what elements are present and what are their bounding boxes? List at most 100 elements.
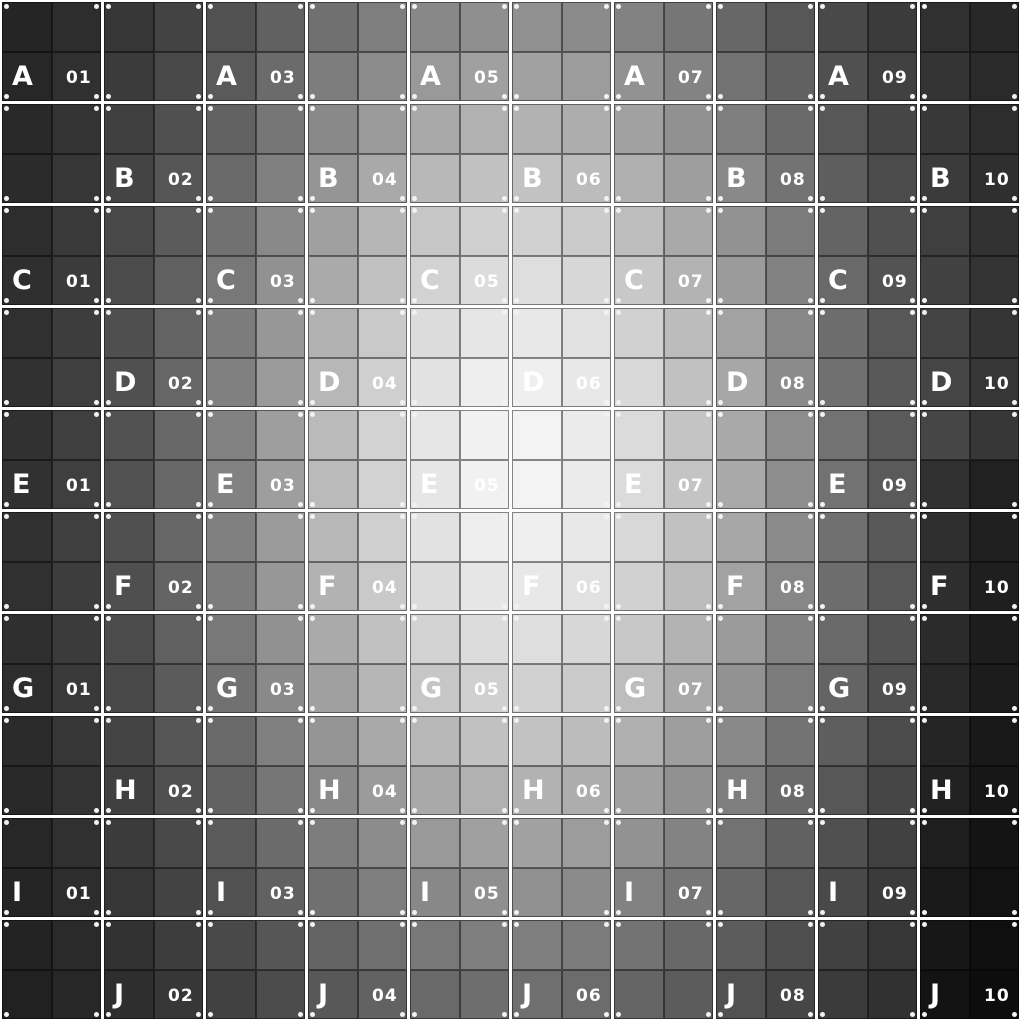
column-number-label: 10 xyxy=(984,170,1010,190)
sub-tile xyxy=(153,2,203,52)
sub-tile xyxy=(2,410,52,460)
corner-dot xyxy=(820,94,825,99)
sub-tile xyxy=(765,969,815,1019)
corner-dot xyxy=(1012,4,1017,9)
corner-dot xyxy=(400,706,405,711)
corner-dot xyxy=(808,412,813,417)
sub-tile xyxy=(512,614,562,664)
sub-tile xyxy=(153,614,203,664)
sub-tile xyxy=(357,459,407,509)
corner-dot xyxy=(502,400,507,405)
sub-tile xyxy=(255,716,305,766)
sub-tile xyxy=(104,512,154,562)
sub-tile xyxy=(104,357,154,407)
sub-tile xyxy=(920,308,970,358)
corner-dot xyxy=(298,106,303,111)
column-number-label: 08 xyxy=(780,782,806,802)
sub-tile xyxy=(410,920,460,970)
sub-tile xyxy=(357,969,407,1019)
sub-tile xyxy=(663,51,713,101)
corner-dot xyxy=(298,820,303,825)
grid-cell-D10: D 10 xyxy=(920,308,1019,407)
corner-dot xyxy=(196,808,201,813)
corner-dot xyxy=(310,196,315,201)
corner-dot xyxy=(604,616,609,621)
corner-dot xyxy=(4,196,9,201)
grid-cell-D01 xyxy=(2,308,101,407)
grid-cell-A07: A 07 xyxy=(614,2,713,101)
sub-tile xyxy=(663,308,713,358)
corner-dot xyxy=(514,208,519,213)
corner-dot xyxy=(1012,208,1017,213)
corner-dot xyxy=(196,412,201,417)
sub-tile xyxy=(867,818,917,868)
sub-tile xyxy=(663,206,713,256)
sub-tile xyxy=(308,459,358,509)
sub-tile xyxy=(357,308,407,358)
sub-tile xyxy=(153,561,203,611)
corner-dot xyxy=(514,196,519,201)
corner-dot xyxy=(94,922,99,927)
grid-cell-A03: A 03 xyxy=(206,2,305,101)
sub-tile xyxy=(818,206,868,256)
corner-dot xyxy=(1012,298,1017,303)
column-number-label: 06 xyxy=(576,374,602,394)
corner-dot xyxy=(1012,910,1017,915)
corner-dot xyxy=(820,706,825,711)
sub-tile xyxy=(153,512,203,562)
corner-dot xyxy=(502,94,507,99)
sub-tile xyxy=(969,410,1019,460)
column-number-label: 07 xyxy=(678,68,704,88)
sub-tile xyxy=(765,614,815,664)
sub-tile xyxy=(512,104,562,154)
corner-dot xyxy=(1012,514,1017,519)
sub-tile xyxy=(153,969,203,1019)
sub-tile xyxy=(104,2,154,52)
sub-tile xyxy=(765,561,815,611)
corner-dot xyxy=(604,196,609,201)
grid-cell-I06 xyxy=(512,818,611,917)
corner-dot xyxy=(706,502,711,507)
grid-cell-E09: E 09 xyxy=(818,410,917,509)
corner-dot xyxy=(808,718,813,723)
grid-cell-J04: J 04 xyxy=(308,920,407,1019)
sub-tile xyxy=(969,716,1019,766)
sub-tile xyxy=(920,459,970,509)
row-letter-label: I xyxy=(624,877,635,908)
column-number-label: 02 xyxy=(168,578,194,598)
corner-dot xyxy=(514,910,519,915)
grid-cell-E07: E 07 xyxy=(614,410,713,509)
corner-dot xyxy=(718,808,723,813)
corner-dot xyxy=(208,196,213,201)
corner-dot xyxy=(94,604,99,609)
corner-dot xyxy=(808,208,813,213)
grid-cell-C08 xyxy=(716,206,815,305)
sub-tile xyxy=(104,410,154,460)
sub-tile xyxy=(512,206,562,256)
sub-tile xyxy=(255,512,305,562)
sub-tile xyxy=(867,614,917,664)
corner-dot xyxy=(820,616,825,621)
corner-dot xyxy=(94,514,99,519)
sub-tile xyxy=(867,104,917,154)
sub-tile xyxy=(459,716,509,766)
corner-dot xyxy=(1012,604,1017,609)
sub-tile xyxy=(153,206,203,256)
sub-tile xyxy=(153,410,203,460)
corner-dot xyxy=(106,706,111,711)
corner-dot xyxy=(196,604,201,609)
sub-tile xyxy=(51,512,101,562)
corner-dot xyxy=(808,1012,813,1017)
sub-tile xyxy=(765,512,815,562)
column-number-label: 08 xyxy=(780,170,806,190)
corner-dot xyxy=(616,4,621,9)
grid-cell-H01 xyxy=(2,716,101,815)
corner-dot xyxy=(400,400,405,405)
row-letter-label: E xyxy=(828,469,847,500)
corner-dot xyxy=(94,310,99,315)
grid-cell-B05 xyxy=(410,104,509,203)
sub-tile xyxy=(663,920,713,970)
column-number-label: 09 xyxy=(882,884,908,904)
corner-dot xyxy=(706,910,711,915)
sub-tile xyxy=(716,818,766,868)
